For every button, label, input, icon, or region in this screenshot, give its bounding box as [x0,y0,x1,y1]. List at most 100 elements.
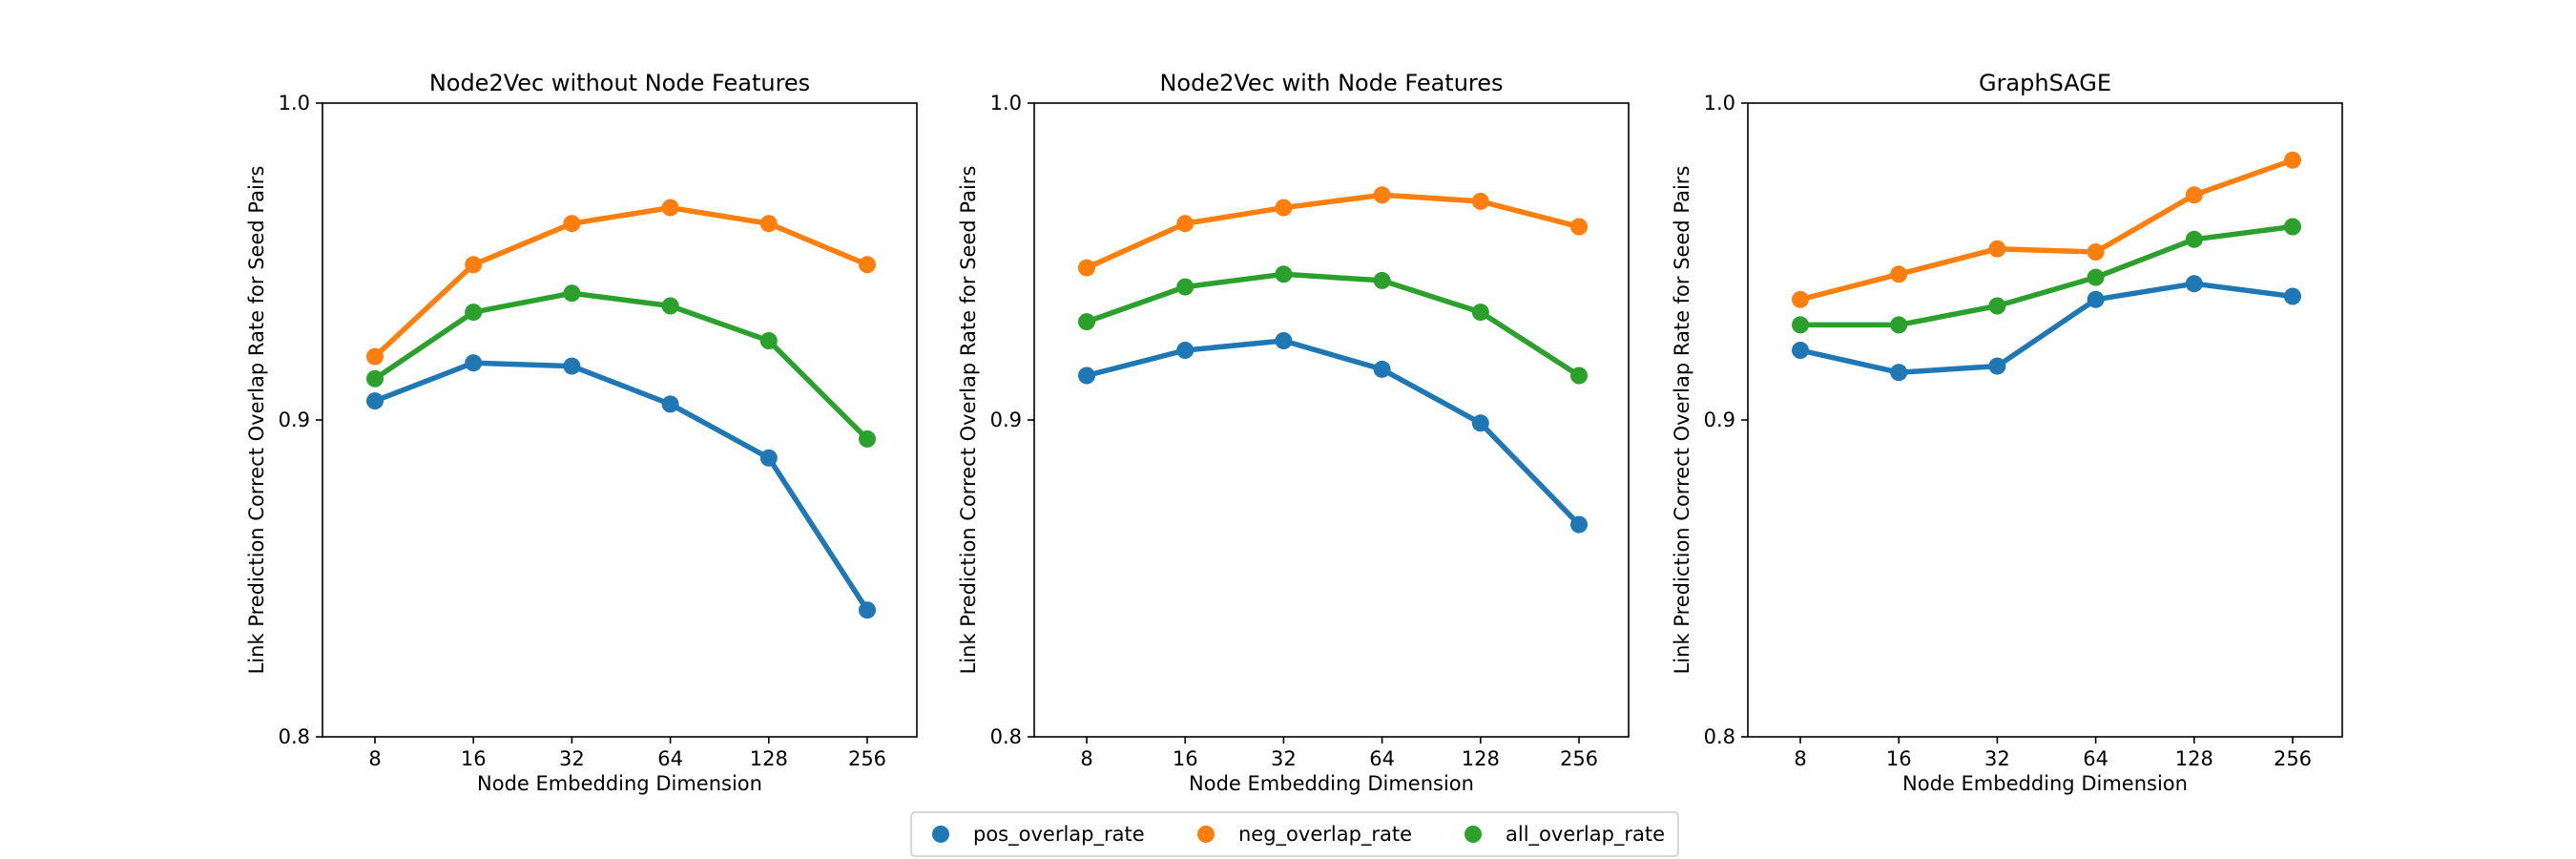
chart-node2vec-with-features-line-neg [1084,192,1582,271]
chart-node2vec-with-features-point-all [1570,367,1588,385]
chart-graphsage-point-all [1890,316,1908,334]
chart-node2vec-with-features-point-neg [1275,199,1293,217]
chart-graphsage-ytick-label: 0.8 [1704,725,1735,748]
legend-label-pos: pos_overlap_rate [973,823,1145,847]
chart-graphsage-point-pos [1988,357,2006,375]
chart-node2vec-with-features-point-pos [1275,332,1293,349]
chart-node2vec-with-features-xtick-label: 64 [1369,747,1395,770]
chart-node2vec-with-features-xlabel: Node Embedding Dimension [1189,772,1474,795]
chart-graphsage-xtick-label: 8 [1794,747,1806,770]
chart-graphsage: GraphSAGE 0.8 0.9 1.0 8 16 32 64 128 256 Node Embe… [1671,70,2343,795]
chart-node2vec-no-features: Node2Vec without Node Features 0.8 0.9 1.0 8… [245,70,918,795]
chart-graphsage-ylabel: Link Prediction Correct Overlap Rate for… [1671,166,1693,675]
chart-node2vec-with-features-point-all [1275,265,1293,283]
chart-node2vec-no-features-point-all [366,369,384,388]
chart-node2vec-with-features-point-all [1373,271,1391,289]
legend: pos_overlap_rate neg_overlap_rate all_ov… [910,811,1679,857]
chart-node2vec-no-features-ylabel: Link Prediction Correct Overlap Rate for… [245,166,268,675]
chart-node2vec-with-features-axes-frame [1033,102,1630,738]
chart-node2vec-with-features-line-pos [1084,338,1582,528]
legend-marker-neg [1197,826,1215,843]
chart-node2vec-with-features-point-neg [1570,218,1588,236]
chart-node2vec-no-features-point-pos [661,395,679,413]
chart-graphsage-point-pos [2185,275,2203,293]
legend-entry-all: all_overlap_rate [1465,823,1665,847]
chart-node2vec-no-features-point-neg [859,256,876,274]
chart-node2vec-no-features-point-pos [366,392,384,410]
chart-node2vec-no-features-point-neg [759,215,778,233]
chart-node2vec-no-features-xtick-label: 128 [750,747,788,770]
chart-node2vec-no-features-line-all [372,290,870,442]
chart-node2vec-with-features-point-pos [1078,367,1095,385]
chart-graphsage-point-all [1988,297,2006,315]
chart-graphsage-point-neg [2087,243,2105,261]
chart-graphsage-point-all [1792,316,1809,334]
chart-node2vec-no-features-point-all [859,430,876,448]
chart-graphsage-title: GraphSAGE [1979,70,2111,96]
chart-node2vec-with-features-point-pos [1471,414,1489,432]
chart-node2vec-no-features-ytick-label: 0.8 [279,725,310,748]
chart-node2vec-no-features-xtick-label: 64 [657,747,683,770]
chart-graphsage-xtick-label: 256 [2274,747,2312,770]
chart-graphsage-xtick-label: 128 [2175,747,2213,770]
chart-node2vec-with-features-point-pos [1176,342,1195,359]
chart-node2vec-with-features-title: Node2Vec with Node Features [1159,70,1503,96]
chart-graphsage-xtick-label: 64 [2083,747,2109,770]
chart-graphsage-point-pos [2087,290,2105,308]
chart-graphsage-point-all [2185,230,2203,248]
chart-node2vec-no-features-point-pos [563,357,581,375]
chart-node2vec-with-features-point-all [1176,278,1195,296]
chart-node2vec-with-features-point-neg [1471,192,1489,210]
chart-graphsage-ytick-label: 1.0 [1704,92,1735,115]
legend-frame [910,811,1679,857]
chart-node2vec-with-features-ylabel: Link Prediction Correct Overlap Rate for… [957,166,980,675]
chart-graphsage-xtick-label: 32 [1984,747,2010,770]
chart-graphsage-point-neg [2284,151,2301,169]
chart-node2vec-no-features-point-pos [465,354,483,372]
legend-marker-pos [932,826,949,843]
chart-node2vec-with-features-ytick-label: 0.9 [990,409,1022,431]
chart-node2vec-no-features-point-neg [366,347,384,366]
chart-node2vec-no-features-point-neg [563,215,581,233]
chart-node2vec-no-features-ytick-label: 1.0 [279,92,310,115]
chart-node2vec-with-features: Node2Vec with Node Features 0.8 0.9 1.0 8 16 3… [957,70,1630,795]
chart-node2vec-no-features-xtick-label: 8 [368,747,381,770]
chart-node2vec-no-features-point-all [759,332,778,349]
chart-node2vec-with-features-point-all [1078,313,1095,331]
chart-node2vec-with-features-ytick-label: 0.8 [990,725,1022,748]
chart-graphsage-line-all [1797,223,2296,328]
chart-graphsage-point-neg [1890,265,1908,283]
chart-node2vec-with-features-xtick-label: 32 [1271,747,1297,770]
chart-node2vec-no-features-point-neg [465,256,483,274]
chart-graphsage-point-pos [2284,287,2301,305]
chart-graphsage-line-neg [1797,157,2296,303]
chart-graphsage-point-all [2087,268,2105,286]
chart-graphsage-point-neg [1792,290,1809,308]
chart-graphsage-xtick-label: 16 [1886,747,1912,770]
chart-node2vec-no-features-xlabel: Node Embedding Dimension [477,772,762,795]
chart-node2vec-with-features-point-neg [1373,186,1391,204]
legend-label-neg: neg_overlap_rate [1238,823,1412,847]
chart-node2vec-no-features-xtick-label: 256 [848,747,886,770]
chart-node2vec-with-features-xtick-label: 256 [1560,747,1598,770]
chart-graphsage-point-neg [1988,240,2006,258]
chart-node2vec-no-features-xtick-label: 16 [461,747,487,770]
chart-node2vec-no-features-ytick-label: 0.9 [279,409,310,431]
chart-graphsage-ytick-label: 0.9 [1704,409,1735,431]
chart-node2vec-with-features-xtick-label: 128 [1462,747,1500,770]
legend-marker-all [1465,826,1482,843]
chart-graphsage-point-all [2284,218,2301,236]
chart-node2vec-with-features-point-neg [1176,215,1195,233]
chart-node2vec-no-features-line-pos [372,360,870,613]
chart-node2vec-no-features-xtick-label: 32 [559,747,585,770]
chart-node2vec-with-features-point-neg [1078,259,1095,277]
chart-node2vec-with-features-point-pos [1570,515,1588,534]
chart-node2vec-with-features-xtick-label: 8 [1080,747,1092,770]
chart-graphsage-point-pos [1890,364,1908,382]
chart-node2vec-no-features-point-all [465,304,483,322]
chart-graphsage-axes-frame [1747,102,2343,738]
chart-node2vec-no-features-point-neg [661,199,679,217]
chart-node2vec-with-features-line-all [1084,271,1582,379]
chart-node2vec-no-features-point-pos [759,449,778,467]
